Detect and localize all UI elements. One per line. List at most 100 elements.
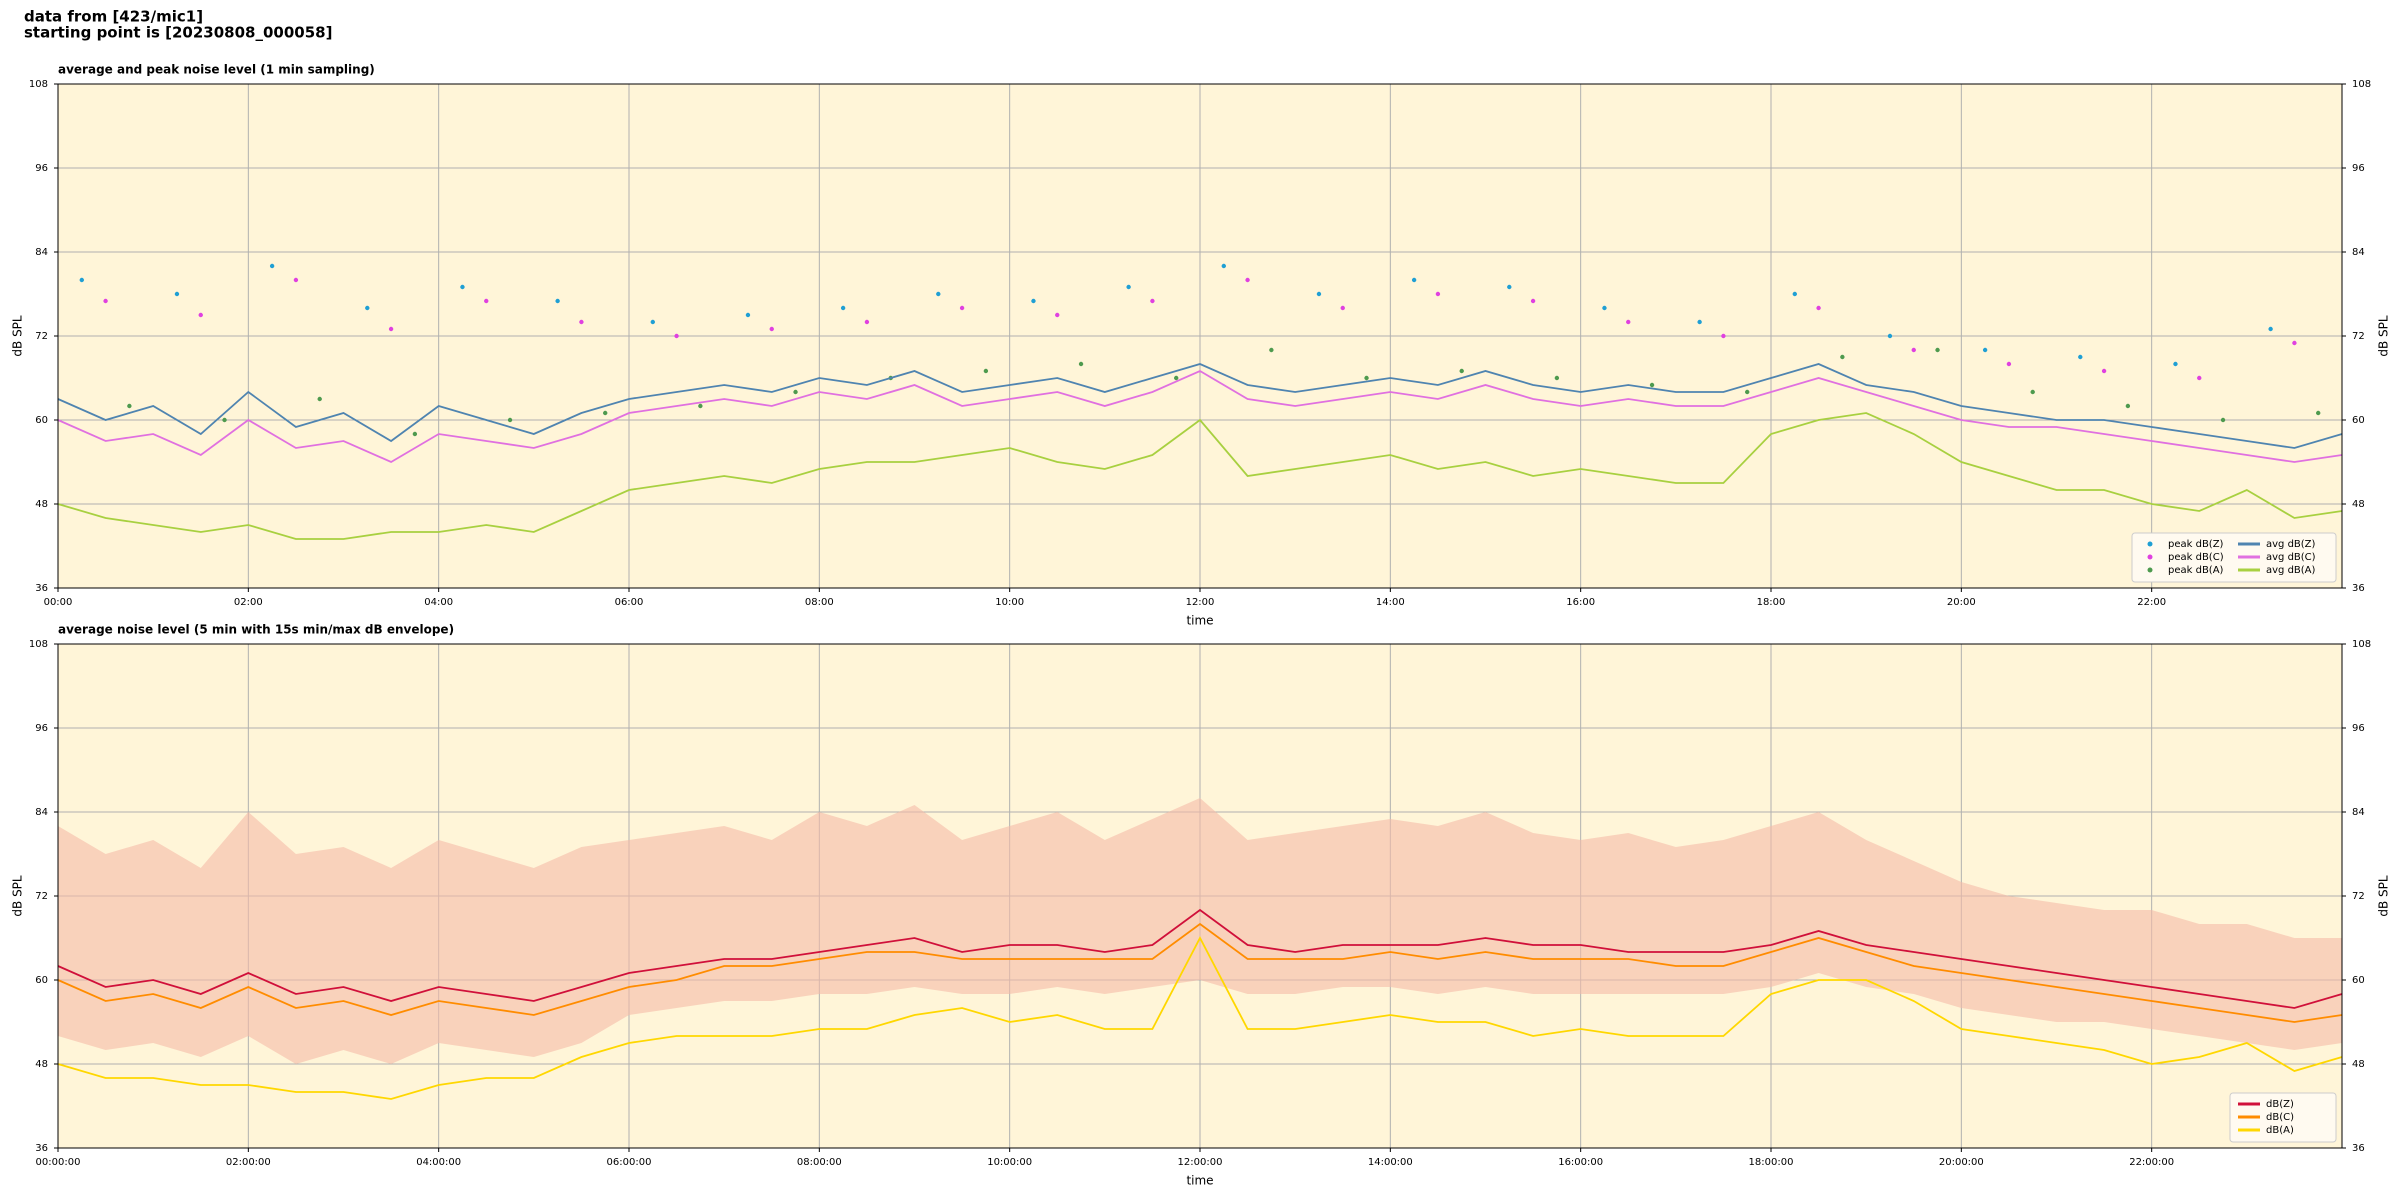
peak-point <box>1792 291 1797 297</box>
peak-point <box>365 305 370 311</box>
peak-point <box>1126 284 1131 290</box>
y-tick-label: 48 <box>2352 1059 2365 1070</box>
peak-point <box>1435 291 1441 297</box>
peak-point <box>1887 333 1893 339</box>
peak-point <box>2220 417 2226 423</box>
peak-point <box>1245 277 1250 283</box>
series-line <box>57 363 2343 449</box>
y-tick-label: 96 <box>35 163 48 174</box>
peak-point <box>1269 347 1274 353</box>
legend-label: dB(A) <box>2266 1125 2294 1136</box>
y-tick-label: 60 <box>2352 975 2365 986</box>
peak-point <box>1221 263 1226 269</box>
peak-point <box>864 319 870 325</box>
y-axis-label: dB SPL <box>2377 875 2391 917</box>
peak-point <box>698 403 703 409</box>
x-tick-label: 22:00 <box>2137 597 2166 608</box>
x-tick-label: 08:00 <box>805 597 834 608</box>
y-axis-label: dB SPL <box>11 875 25 917</box>
peak-point <box>1411 277 1417 283</box>
legend-label: avg dB(C) <box>2266 552 2316 563</box>
x-tick-label: 06:00:00 <box>607 1157 652 1168</box>
peak-point <box>1816 305 1821 311</box>
peak-point <box>1530 298 1536 304</box>
y-tick-label: 72 <box>35 331 48 342</box>
peak-point <box>1840 354 1845 360</box>
x-tick-label: 20:00:00 <box>1939 1157 1984 1168</box>
y-tick-label: 108 <box>29 639 48 650</box>
y-tick-label: 84 <box>2352 807 2365 818</box>
legend-label: avg dB(A) <box>2266 565 2316 576</box>
x-tick-label: 20:00 <box>1947 597 1976 608</box>
peak-point <box>2173 361 2178 367</box>
peak-point <box>840 305 846 311</box>
legend-label: peak dB(A) <box>2168 565 2224 576</box>
series-line <box>57 369 2343 464</box>
series-line <box>57 936 2343 1100</box>
legend-label: dB(C) <box>2266 1112 2294 1123</box>
peak-point <box>1316 291 1322 297</box>
peak-point <box>222 417 227 423</box>
peak-point <box>1721 333 1726 339</box>
peak-point <box>1174 375 1179 381</box>
legend-label: peak dB(C) <box>2168 552 2224 563</box>
y-tick-label: 108 <box>29 79 48 90</box>
peak-point <box>959 305 965 311</box>
peak-point <box>1982 347 1988 353</box>
peak-point <box>1745 389 1750 395</box>
y-tick-label: 48 <box>2352 499 2365 510</box>
chart-title: average noise level (5 min with 15s min/… <box>58 623 454 637</box>
header-line: data from [423/mic1] <box>24 8 203 26</box>
series-line <box>57 908 2343 1009</box>
peak-point <box>1364 375 1369 381</box>
x-tick-label: 10:00:00 <box>987 1157 1032 1168</box>
y-tick-label: 60 <box>2352 415 2365 426</box>
peak-point <box>127 403 132 409</box>
peak-point <box>79 277 84 283</box>
series-line <box>57 922 2343 1023</box>
peak-point <box>936 291 941 297</box>
y-tick-label: 108 <box>2352 79 2371 90</box>
peak-point <box>1055 312 1060 318</box>
peak-point <box>2125 403 2131 409</box>
y-tick-label: 72 <box>2352 331 2365 342</box>
peak-point <box>2268 326 2273 332</box>
envelope-area <box>58 798 2342 1064</box>
y-tick-label: 36 <box>35 1143 48 1154</box>
peak-point <box>769 326 774 332</box>
peak-point <box>2316 410 2321 416</box>
series-line <box>57 412 2343 540</box>
x-axis-label: time <box>1186 1174 1213 1188</box>
x-tick-label: 06:00 <box>615 597 644 608</box>
y-axis-label: dB SPL <box>11 315 25 357</box>
x-tick-label: 16:00:00 <box>1558 1157 1603 1168</box>
peak-point <box>2030 389 2035 395</box>
peak-point <box>2292 340 2297 346</box>
chart-title: average and peak noise level (1 min samp… <box>58 63 375 77</box>
x-tick-label: 14:00:00 <box>1368 1157 1413 1168</box>
x-tick-label: 00:00 <box>44 597 73 608</box>
x-tick-label: 14:00 <box>1376 597 1405 608</box>
peak-point <box>1031 298 1036 304</box>
peak-point <box>293 277 299 283</box>
peak-point <box>1602 305 1607 311</box>
legend-marker <box>2147 541 2153 547</box>
x-tick-label: 12:00 <box>1186 597 1215 608</box>
y-tick-label: 84 <box>2352 247 2365 258</box>
x-tick-label: 22:00:00 <box>2129 1157 2174 1168</box>
y-tick-label: 36 <box>2352 583 2365 594</box>
peak-point <box>388 326 394 332</box>
y-tick-label: 72 <box>35 891 48 902</box>
peak-point <box>103 298 108 304</box>
peak-point <box>579 319 584 325</box>
peak-point <box>1459 368 1464 374</box>
peak-point <box>1697 319 1702 325</box>
peak-point <box>1150 298 1155 304</box>
y-tick-label: 84 <box>35 247 48 258</box>
peak-point <box>507 417 513 423</box>
peak-point <box>2101 368 2107 374</box>
peak-point <box>484 298 489 304</box>
peak-point <box>1078 361 1084 367</box>
peak-point <box>603 410 608 416</box>
